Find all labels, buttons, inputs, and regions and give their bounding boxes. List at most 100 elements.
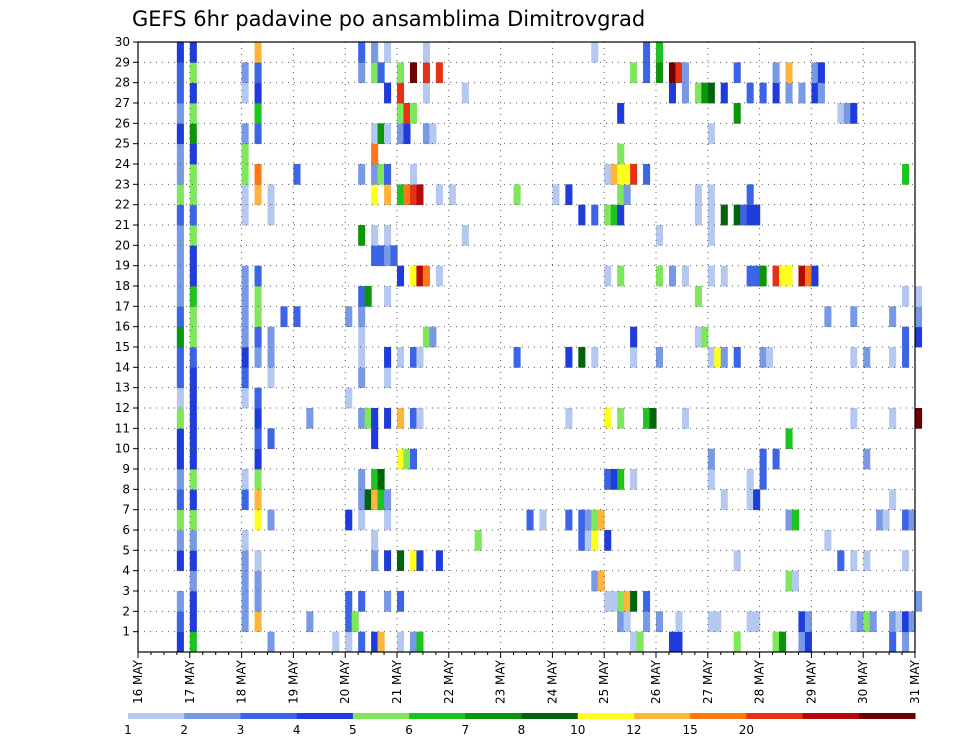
heat-cell	[604, 530, 612, 551]
colorbar-label: 6	[405, 723, 413, 737]
heat-cell	[384, 286, 392, 307]
heat-cell	[267, 326, 275, 348]
heat-cell	[843, 103, 851, 124]
colorbar-label: 3	[237, 723, 245, 737]
heat-cell	[733, 103, 741, 124]
heat-cell	[189, 489, 197, 511]
heat-cell	[241, 143, 249, 165]
heat-cell	[409, 550, 418, 572]
heat-cell	[824, 306, 832, 328]
heat-cell	[785, 62, 793, 84]
heat-cell	[254, 265, 262, 287]
heat-cell	[189, 550, 197, 572]
heat-cell	[759, 448, 767, 470]
heat-cell	[915, 591, 923, 612]
heat-cell	[656, 347, 664, 368]
heat-cell	[597, 509, 605, 531]
heat-cell	[779, 265, 787, 287]
heat-cell	[416, 631, 424, 653]
heat-cell	[241, 164, 249, 185]
heat-cell	[668, 62, 677, 84]
colorbar: 1 2 3 4 5 6 7 8 10 12 15 20	[124, 713, 916, 737]
x-tick-label: 23 MAY	[494, 659, 508, 704]
heat-cell	[189, 367, 197, 389]
y-tick-label: 3	[122, 584, 130, 598]
heat-cell	[397, 103, 405, 124]
heat-cell	[610, 469, 618, 490]
heat-cell	[254, 306, 262, 328]
colorbar-swatch	[802, 713, 860, 719]
heat-cell	[176, 326, 184, 348]
heat-cell	[176, 387, 184, 409]
heat-cell	[597, 570, 605, 592]
y-tick-label: 11	[115, 421, 130, 435]
heat-cell	[656, 265, 664, 287]
heat-cell	[345, 509, 353, 531]
heat-cell	[267, 509, 275, 531]
y-tick-label: 9	[122, 462, 130, 476]
heat-cell	[513, 184, 521, 206]
heat-cell	[707, 123, 715, 145]
heat-cell	[811, 265, 819, 287]
heat-cell	[176, 265, 184, 287]
heat-cell	[733, 347, 741, 368]
heat-cell	[409, 448, 418, 470]
heat-cell	[902, 326, 910, 348]
heat-cell	[630, 469, 638, 490]
heat-cell	[876, 509, 884, 531]
heat-cell	[241, 367, 249, 389]
heat-cell	[798, 611, 806, 633]
heat-cell	[409, 631, 418, 653]
heat-cell	[681, 62, 689, 84]
heat-cell	[889, 611, 897, 633]
heat-cell	[811, 62, 819, 84]
heat-cell	[176, 82, 184, 104]
heat-cell	[435, 184, 443, 206]
heat-cell	[733, 631, 741, 653]
heat-cell	[643, 164, 651, 185]
heat-cell	[189, 387, 197, 409]
heat-cell	[707, 448, 715, 470]
heat-cell	[241, 326, 249, 348]
heat-cell	[422, 82, 430, 104]
heat-cell	[371, 62, 379, 84]
heat-cell	[364, 286, 372, 307]
heat-cell	[591, 204, 599, 226]
heat-cell	[189, 631, 197, 653]
heat-cell	[176, 367, 184, 389]
heat-cell	[915, 286, 923, 307]
heat-cell	[772, 82, 780, 104]
heat-cell	[189, 103, 197, 124]
heat-cell	[746, 204, 754, 226]
heat-cell	[617, 103, 625, 124]
heat-cell	[643, 408, 651, 429]
y-tick-label: 17	[115, 299, 130, 313]
heat-cell	[189, 326, 197, 348]
heat-cell	[384, 550, 392, 572]
heat-cell	[371, 42, 379, 63]
heat-cell	[565, 408, 573, 429]
heat-cell	[753, 489, 761, 511]
heat-cell	[461, 82, 469, 104]
heat-cell	[753, 204, 761, 226]
heat-cell	[345, 591, 353, 612]
x-tick-label: 21 MAY	[390, 659, 404, 704]
heat-cell	[915, 306, 923, 328]
heat-cell	[267, 204, 275, 226]
heat-cell	[623, 591, 631, 612]
heat-cell	[397, 448, 405, 470]
heat-cell	[397, 62, 405, 84]
heat-cell	[902, 286, 910, 307]
heat-cell	[863, 611, 871, 633]
heat-cell	[604, 204, 612, 226]
heat-cell	[189, 204, 197, 226]
heat-cell	[565, 184, 573, 206]
heat-cell	[889, 489, 897, 511]
colorbar-label: 7	[461, 723, 469, 737]
heat-cell	[746, 184, 754, 206]
heat-cell	[681, 82, 689, 104]
heat-cell	[643, 62, 651, 84]
colorbar-swatch	[465, 713, 522, 719]
heat-cell	[804, 265, 812, 287]
heat-cell	[448, 184, 456, 206]
